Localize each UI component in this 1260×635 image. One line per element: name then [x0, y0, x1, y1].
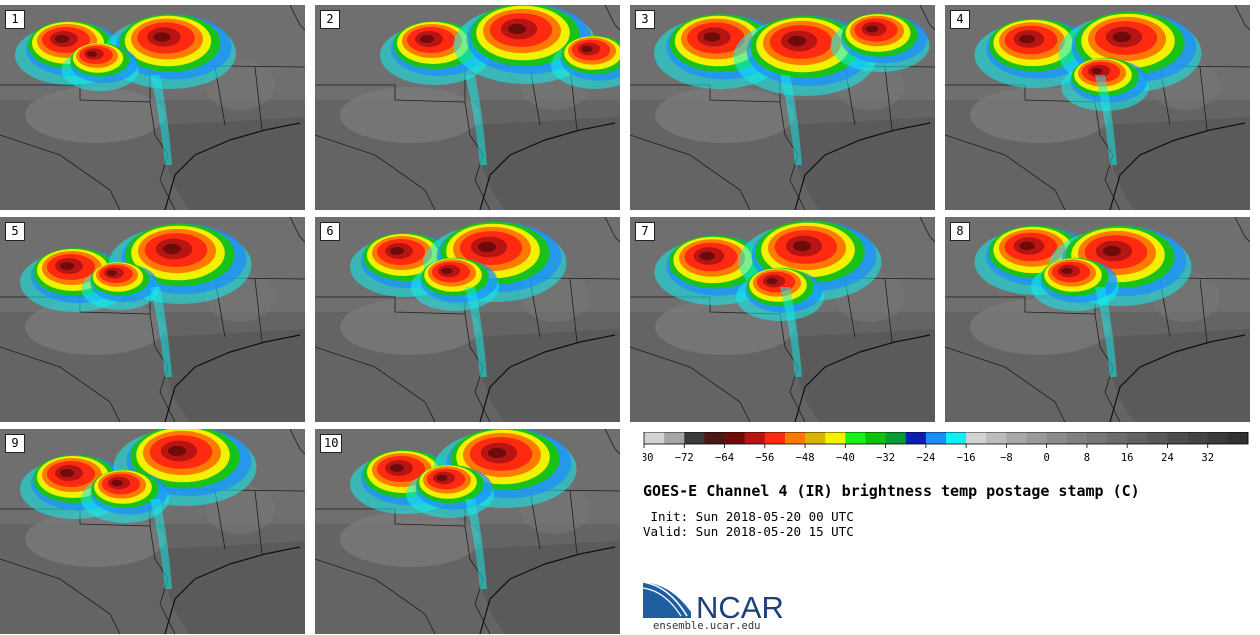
ir-map	[945, 217, 1250, 422]
colorbar-tick-label: 0	[1044, 452, 1050, 464]
colorbar-swatch	[764, 432, 786, 444]
panel-5: 5	[0, 217, 305, 422]
colorbar-tick-label: −40	[836, 452, 855, 464]
panel-label: 2	[320, 10, 340, 29]
colorbar-swatch	[1207, 432, 1229, 444]
panel-label: 4	[950, 10, 970, 29]
colorbar-swatch	[805, 432, 826, 444]
colorbar-swatch	[1227, 432, 1249, 444]
colorbar-tick-label: 32	[1201, 452, 1214, 464]
ncar-logo: NCAR	[643, 581, 784, 623]
colorbar-swatch	[845, 432, 866, 444]
colorbar-tick-label: −24	[916, 452, 935, 464]
ir-map	[315, 217, 620, 422]
colorbar-swatch	[724, 432, 745, 444]
colorbar-tick-label: −80	[643, 452, 653, 464]
ir-map	[315, 5, 620, 210]
colorbar-swatch	[885, 432, 907, 444]
ir-map	[630, 217, 935, 422]
colorbar-swatch	[1066, 432, 1088, 444]
colorbar-swatch	[664, 432, 685, 444]
colorbar-tick-label: 16	[1121, 452, 1134, 464]
panel-3: 3	[630, 5, 935, 210]
colorbar-swatch	[1187, 432, 1209, 444]
ir-map	[630, 5, 935, 210]
panel-label: 9	[5, 434, 25, 453]
colorbar-swatch	[966, 432, 987, 444]
colorbar-tick-label: 24	[1161, 452, 1174, 464]
colorbar-swatch	[784, 432, 806, 444]
colorbar-swatch	[1127, 432, 1148, 444]
colorbar-swatch	[1026, 432, 1047, 444]
colorbar-tick-label: −72	[675, 452, 694, 464]
colorbar-swatch	[1107, 432, 1128, 444]
colorbar-tick-label: −56	[755, 452, 774, 464]
ir-map	[0, 5, 305, 210]
colorbar-swatch	[684, 432, 705, 444]
colorbar-tick-label: −16	[957, 452, 976, 464]
panel-6: 6	[315, 217, 620, 422]
colorbar-swatch	[1086, 432, 1108, 444]
valid-time: Valid: Sun 2018-05-20 15 UTC	[643, 524, 854, 539]
ir-map	[0, 217, 305, 422]
panel-7: 7	[630, 217, 935, 422]
panel-label: 1	[5, 10, 25, 29]
ir-map	[315, 429, 620, 634]
panel-10: 10	[315, 429, 620, 634]
ir-map	[0, 429, 305, 634]
colorbar-swatch	[865, 432, 886, 444]
colorbar-swatch	[905, 432, 927, 444]
panel-8: 8	[945, 217, 1250, 422]
colorbar-swatch	[1046, 432, 1068, 444]
colorbar-swatch	[1147, 432, 1168, 444]
panel-label: 5	[5, 222, 25, 241]
colorbar-swatch	[946, 432, 967, 444]
panel-label: 6	[320, 222, 340, 241]
colorbar-tick-label: 8	[1084, 452, 1090, 464]
colorbar-swatch	[1006, 432, 1027, 444]
panel-9: 9	[0, 429, 305, 634]
panel-label: 10	[320, 434, 343, 453]
colorbar-tick-label: −48	[796, 452, 815, 464]
colorbar-swatch	[744, 432, 766, 444]
panel-2: 2	[315, 5, 620, 210]
panel-label: 8	[950, 222, 970, 241]
ncar-logo-text: NCAR	[696, 590, 784, 623]
colorbar-swatch	[1167, 432, 1188, 444]
colorbar-tick-label: −32	[876, 452, 895, 464]
panel-label: 7	[635, 222, 655, 241]
colorbar-tick-label: −64	[715, 452, 734, 464]
panel-4: 4	[945, 5, 1250, 210]
panel-label: 3	[635, 10, 655, 29]
website-url: ensemble.ucar.edu	[653, 620, 761, 632]
colorbar-swatch	[825, 432, 846, 444]
colorbar-swatch	[644, 432, 665, 444]
figure-title: GOES-E Channel 4 (IR) brightness temp po…	[643, 482, 1140, 500]
colorbar-swatch	[704, 432, 725, 444]
colorbar-swatch	[925, 432, 947, 444]
init-time: Init: Sun 2018-05-20 00 UTC	[643, 509, 854, 524]
panel-1: 1	[0, 5, 305, 210]
colorbar-swatch	[986, 432, 1007, 444]
ir-map	[945, 5, 1250, 210]
colorbar-tick-label: −8	[1000, 452, 1013, 464]
